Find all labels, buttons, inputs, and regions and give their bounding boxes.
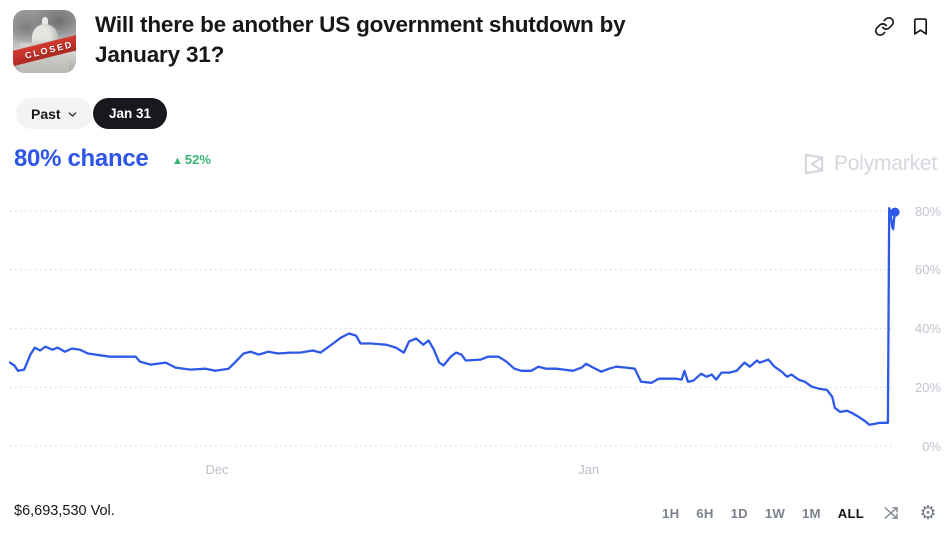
range-button-1d[interactable]: 1D xyxy=(730,505,748,521)
xtick-label-Dec: Dec xyxy=(205,462,229,477)
bookmark-icon xyxy=(913,18,928,35)
gear-icon: ⚙ xyxy=(919,501,937,524)
chart-settings-button[interactable]: ⚙ xyxy=(918,503,938,523)
ytick-label-0%: 0% xyxy=(922,438,941,454)
chart-canvas[interactable] xyxy=(8,200,900,460)
range-button-6h[interactable]: 6H xyxy=(696,505,714,521)
chance-value: 80% chance xyxy=(14,145,149,172)
range-button-1h[interactable]: 1H xyxy=(662,505,680,521)
range-button-1m[interactable]: 1M xyxy=(802,505,821,521)
expand-chart-button[interactable] xyxy=(881,503,901,523)
past-dropdown-label: Past xyxy=(31,105,61,122)
watermark-text: Polymarket xyxy=(834,152,938,175)
range-button-all[interactable]: ALL xyxy=(837,505,864,521)
polymarket-watermark: Polymarket xyxy=(801,151,937,177)
time-range-group: 1H 6H 1D 1W 1M ALL xyxy=(662,506,864,521)
delta-badge: ▲ 52% xyxy=(172,152,211,167)
ytick-label-20%: 20% xyxy=(914,379,941,395)
market-image: CLOSED xyxy=(13,10,76,73)
price-chart[interactable]: 80% 60% 40% 20% 0% Dec Jan xyxy=(0,200,951,485)
price-line-Yes xyxy=(8,206,897,426)
ytick-label-80%: 80% xyxy=(914,203,941,219)
range-button-1w[interactable]: 1W xyxy=(764,505,786,521)
chevron-down-icon xyxy=(68,112,76,117)
expand-arrows-icon xyxy=(884,507,898,519)
capitol-cupola xyxy=(42,17,48,26)
ytick-label-40%: 40% xyxy=(914,321,941,336)
chart-toolbar: 1H 6H 1D 1W 1M ALL ⚙ xyxy=(662,500,938,526)
xtick-label-Jan: Jan xyxy=(578,462,600,477)
link-icon xyxy=(874,16,895,37)
copy-link-button[interactable] xyxy=(874,16,898,40)
current-price-dot xyxy=(890,207,900,217)
ytick-label-60%: 60% xyxy=(914,262,941,278)
polymarket-logo-icon xyxy=(804,153,824,175)
date-tab-label: Jan 31 xyxy=(109,106,152,121)
volume-label: $6,693,530 Vol. xyxy=(14,503,115,519)
market-title: Will there be another US government shut… xyxy=(95,12,626,67)
capitol-dome xyxy=(32,24,58,45)
delta-value: 52% xyxy=(184,152,211,167)
past-dropdown[interactable]: Past xyxy=(16,98,92,129)
bookmark-button[interactable] xyxy=(910,16,934,40)
up-triangle-icon: ▲ xyxy=(172,155,183,167)
date-tab-jan31[interactable]: Jan 31 xyxy=(93,98,168,129)
